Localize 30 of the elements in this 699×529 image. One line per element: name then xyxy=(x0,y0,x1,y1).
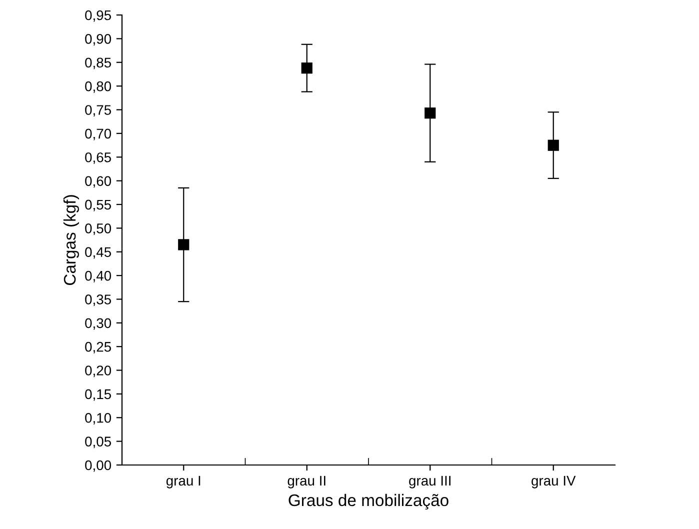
y-tick-label: 0,05 xyxy=(85,436,112,448)
y-tick-label: 0,30 xyxy=(85,318,112,330)
y-tick-label: 0,65 xyxy=(85,152,112,164)
y-tick-label: 0,25 xyxy=(85,342,112,354)
y-tick-label: 0,70 xyxy=(85,128,112,140)
point xyxy=(548,140,559,151)
y-tick-label: 0,35 xyxy=(85,294,112,306)
y-tick-label: 0,15 xyxy=(85,389,112,401)
y-tick-label: 0,10 xyxy=(85,412,112,424)
y-tick-label: 0,90 xyxy=(85,34,112,46)
x-axis-title: Graus de mobilização xyxy=(288,494,448,510)
point xyxy=(178,239,190,250)
y-tick-label: 0,50 xyxy=(85,223,112,235)
y-axis-title: Cargas (kgf) xyxy=(63,195,79,285)
y-tick-label: 0,55 xyxy=(85,200,112,212)
y-tick-label: 0,40 xyxy=(85,270,112,282)
y-tick-label: 0,80 xyxy=(85,81,112,93)
x-tick-label: grau IV xyxy=(532,476,576,488)
x-tick-label: grau II xyxy=(288,476,326,488)
y-tick-label: 0,85 xyxy=(85,58,112,70)
y-tick-label: 0,75 xyxy=(85,105,112,117)
y-tick-label: 0,45 xyxy=(85,247,112,259)
point xyxy=(424,107,436,119)
y-tick-label: 0,20 xyxy=(85,366,112,378)
y-tick-label: 0,00 xyxy=(85,460,112,472)
x-tick-label: grau I xyxy=(166,476,200,488)
y-tick-label: 0,60 xyxy=(85,176,112,188)
point xyxy=(301,62,312,74)
y-tick-label: 0,95 xyxy=(85,10,112,22)
x-tick-label: grau III xyxy=(409,476,450,488)
